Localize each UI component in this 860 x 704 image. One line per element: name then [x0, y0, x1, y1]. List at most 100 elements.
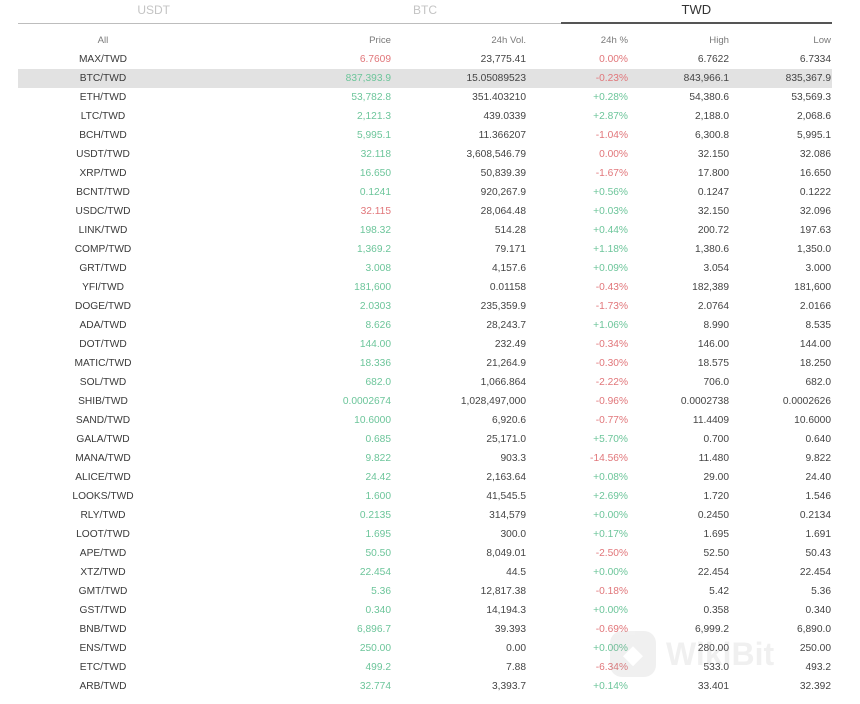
volume-cell: 4,157.6 [492, 263, 526, 274]
table-row[interactable]: USDT/TWD 32.118 3,608,546.79 0.00% 32.150 32.… [18, 145, 832, 164]
change-cell: +0.09% [593, 263, 628, 274]
change-cell: -0.43% [595, 282, 628, 293]
table-row[interactable]: USDC/TWD 32.115 28,064.48 +0.03% 32.150 32.09… [18, 202, 832, 221]
volume-cell: 439.0339 [483, 111, 527, 122]
volume-cell: 3,393.7 [492, 681, 526, 692]
volume-cell: 28,064.48 [480, 206, 526, 217]
tab-twd[interactable]: TWD [560, 0, 832, 24]
table-row[interactable]: MATIC/TWD 18.336 21,264.9 -0.30% 18.575 18.25… [18, 354, 832, 373]
table-row[interactable]: XTZ/TWD 22.454 44.5 +0.00% 22.454 22.454 [18, 563, 832, 582]
table-row[interactable]: ETC/TWD 499.2 7.88 -6.34% 533.0 493.2 [18, 658, 832, 677]
header-price[interactable]: Price [369, 35, 391, 46]
table-row[interactable]: BNB/TWD 6,896.7 39.393 -0.69% 6,999.2 6,890.0 [18, 620, 832, 639]
change-cell: +0.17% [593, 529, 628, 540]
table-row[interactable]: XRP/TWD 16.650 50,839.39 -1.67% 17.800 16.650 [18, 164, 832, 183]
header-high[interactable]: High [709, 35, 729, 46]
table-row[interactable]: SHIB/TWD 0.0002674 1,028,497,000 -0.96% 0.00… [18, 392, 832, 411]
pair-cell: ADA/TWD [79, 320, 127, 331]
price-cell: 0.685 [365, 434, 392, 445]
volume-cell: 3,608,546.79 [466, 149, 526, 160]
table-row[interactable]: SOL/TWD 682.0 1,066.864 -2.22% 706.0 682.0 [18, 373, 832, 392]
header-change[interactable]: 24h % [600, 35, 628, 46]
low-cell: 22.454 [799, 567, 831, 578]
table-row[interactable]: DOT/TWD 144.00 232.49 -0.34% 146.00 144.00 [18, 335, 832, 354]
table-row[interactable]: MANA/TWD 9.822 903.3 -14.56% 11.480 9.822 [18, 449, 832, 468]
high-cell: 2.0764 [697, 301, 729, 312]
table-row[interactable]: GRT/TWD 3.008 4,157.6 +0.09% 3.054 3.000 [18, 259, 832, 278]
pair-cell: DOT/TWD [79, 339, 127, 350]
table-row[interactable]: DOGE/TWD 2.0303 235,359.9 -1.73% 2.0764 2.016… [18, 297, 832, 316]
high-cell: 0.358 [703, 605, 730, 616]
pair-cell: USDT/TWD [76, 149, 130, 160]
price-cell: 16.650 [359, 168, 391, 179]
low-cell: 2.0166 [799, 301, 831, 312]
table-row[interactable]: MAX/TWD 6.7609 23,775.41 0.00% 6.7622 6.7334 [18, 50, 832, 69]
pair-cell: ETC/TWD [79, 662, 127, 673]
volume-cell: 514.28 [494, 225, 526, 236]
table-row[interactable]: SAND/TWD 10.6000 6,920.6 -0.77% 11.4409 10.60… [18, 411, 832, 430]
table-row[interactable]: ADA/TWD 8.626 28,243.7 +1.06% 8.990 8.535 [18, 316, 832, 335]
pair-cell: SHIB/TWD [78, 396, 128, 407]
pair-cell: ETH/TWD [79, 92, 127, 103]
table-row[interactable]: GALA/TWD 0.685 25,171.0 +5.70% 0.700 0.640 [18, 430, 832, 449]
table-row[interactable]: GMT/TWD 5.36 12,817.38 -0.18% 5.42 5.36 [18, 582, 832, 601]
price-cell: 144.00 [359, 339, 391, 350]
volume-cell: 44.5 [506, 567, 526, 578]
table-row[interactable]: LINK/TWD 198.32 514.28 +0.44% 200.72 197.63 [18, 221, 832, 240]
volume-cell: 920,267.9 [480, 187, 526, 198]
table-row[interactable]: RLY/TWD 0.2135 314,579 +0.00% 0.2450 0.2134 [18, 506, 832, 525]
table-row[interactable]: ARB/TWD 32.774 3,393.7 +0.14% 33.401 32.392 [18, 677, 832, 696]
volume-cell: 14,194.3 [486, 605, 526, 616]
price-cell: 24.42 [365, 472, 392, 483]
header-volume[interactable]: 24h Vol. [491, 35, 526, 46]
low-cell: 2,068.6 [797, 111, 831, 122]
change-cell: +1.18% [593, 244, 628, 255]
low-cell: 6,890.0 [797, 624, 831, 635]
high-cell: 6,300.8 [695, 130, 729, 141]
table-row[interactable]: BTC/TWD 837,393.9 15.05089523 -0.23% 843,966… [18, 69, 832, 88]
change-cell: +0.00% [593, 510, 628, 521]
volume-cell: 41,545.5 [486, 491, 526, 502]
high-cell: 182,389 [692, 282, 729, 293]
high-cell: 11.4409 [692, 415, 729, 426]
table-row[interactable]: APE/TWD 50.50 8,049.01 -2.50% 52.50 50.43 [18, 544, 832, 563]
table-row[interactable]: BCNT/TWD 0.1241 920,267.9 +0.56% 0.1247 0.122… [18, 183, 832, 202]
table-row[interactable]: ENS/TWD 250.00 0.00 +0.00% 280.00 250.00 [18, 639, 832, 658]
pair-cell: YFI/TWD [82, 282, 124, 293]
table-row[interactable]: LOOT/TWD 1.695 300.0 +0.17% 1.695 1.691 [18, 525, 832, 544]
low-cell: 197.63 [799, 225, 831, 236]
header-pair-filter[interactable]: All [97, 35, 109, 46]
change-cell: -0.23% [595, 73, 628, 84]
high-cell: 0.2450 [697, 510, 729, 521]
tab-usdt[interactable]: USDT [18, 0, 290, 24]
pair-cell: LOOKS/TWD [72, 491, 134, 502]
low-cell: 0.2134 [799, 510, 831, 521]
change-cell: +0.28% [593, 92, 628, 103]
change-cell: -2.22% [595, 377, 628, 388]
table-row[interactable]: LTC/TWD 2,121.3 439.0339 +2.87% 2,188.0 2,068… [18, 107, 832, 126]
header-low[interactable]: Low [813, 35, 831, 46]
table-row[interactable]: COMP/TWD 1,369.2 79.171 +1.18% 1,380.6 1,350.… [18, 240, 832, 259]
low-cell: 1.546 [805, 491, 832, 502]
table-row[interactable]: GST/TWD 0.340 14,194.3 +0.00% 0.358 0.340 [18, 601, 832, 620]
table-row[interactable]: LOOKS/TWD 1.600 41,545.5 +2.69% 1.720 1.546 [18, 487, 832, 506]
volume-cell: 300.0 [500, 529, 527, 540]
pair-cell: RLY/TWD [80, 510, 126, 521]
table-row[interactable]: BCH/TWD 5,995.1 11.366207 -1.04% 6,300.8 5,99… [18, 126, 832, 145]
high-cell: 3.054 [703, 263, 730, 274]
high-cell: 32.150 [697, 149, 729, 160]
change-cell: +2.69% [593, 491, 628, 502]
table-row[interactable]: YFI/TWD 181,600 0.01158 -0.43% 182,389 181,60… [18, 278, 832, 297]
pair-cell: XTZ/TWD [80, 567, 126, 578]
tab-btc[interactable]: BTC [289, 0, 561, 24]
table-row[interactable]: ALICE/TWD 24.42 2,163.64 +0.08% 29.00 24.40 [18, 468, 832, 487]
table-row[interactable]: ETH/TWD 53,782.8 351.403210 +0.28% 54,380.6 5… [18, 88, 832, 107]
pair-cell: BNB/TWD [79, 624, 127, 635]
change-cell: +0.00% [593, 605, 628, 616]
low-cell: 32.086 [799, 149, 831, 160]
high-cell: 280.00 [697, 643, 729, 654]
low-cell: 53,569.3 [791, 92, 831, 103]
price-cell: 10.6000 [354, 415, 391, 426]
volume-cell: 0.01158 [489, 282, 526, 293]
high-cell: 1.695 [703, 529, 730, 540]
